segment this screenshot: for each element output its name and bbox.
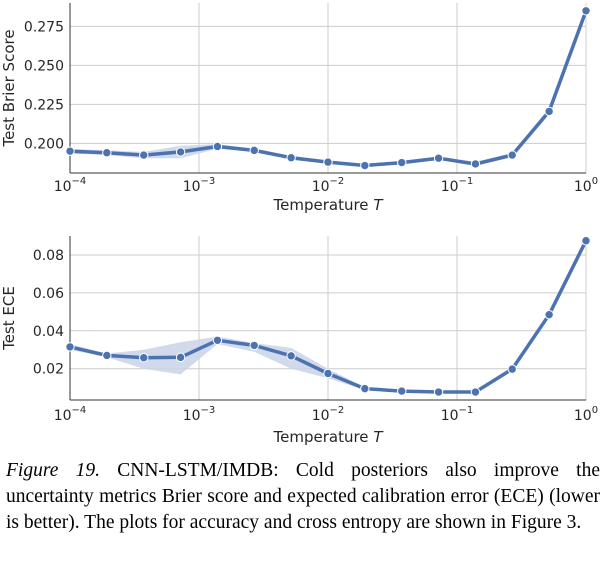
data-point [249,145,259,156]
y-axis-label: Test Brier Score [0,29,18,147]
x-tick-label: 10−4 [54,405,87,424]
data-point [507,364,517,374]
caption-text: CNN-LSTM/IMDB: Cold posteriors also impr… [6,460,600,533]
y-tick-label: 0.275 [24,19,64,35]
data-point [102,148,112,158]
y-axis-label: Test ECE [0,286,18,351]
data-point [544,309,554,320]
data-point [470,387,481,397]
y-tick-label: 0.250 [24,58,64,74]
confidence-band [70,9,586,167]
data-point [286,351,296,361]
x-tick-label: 10−2 [312,176,345,195]
figure-charts: 10−4 10−3 10−2 10−1 100 0.200 0.225 0.250 0.275 T… [0,3,598,446]
data-point [581,236,591,246]
y-tick-label: 0.200 [24,136,64,152]
y-tick-label: 0.225 [24,97,64,113]
data-point [175,147,186,157]
x-axis-label: Temperature T [273,428,385,446]
data-point [286,153,296,163]
y-tick-label: 0.08 [33,248,64,264]
data-point [65,342,75,352]
data-point [360,160,370,171]
x-tick-label: 10−3 [183,405,216,424]
data-point [544,106,554,117]
data-point [360,383,370,394]
data-point [323,157,333,167]
figure-caption: Figure 19. CNN-LSTM/IMDB: Cold posterior… [6,458,600,536]
x-tick-label: 100 [574,176,598,195]
x-tick-label: 10−1 [441,405,474,424]
x-tick-label: 10−1 [441,176,474,195]
data-point [175,352,186,363]
y-tick-label: 0.02 [33,362,64,378]
data-point [102,350,112,361]
data-point [323,368,333,379]
data-point [581,6,591,16]
x-tick-label: 100 [574,405,598,424]
data-point [397,157,407,168]
x-tick-label: 10−4 [54,176,87,195]
data-point [139,353,149,363]
data-point [470,159,481,169]
chart-panel-2: 10−4 10−3 10−2 10−1 100 0.02 0.04 0.06 0.08 Tempe… [0,236,598,446]
data-point [139,150,149,160]
x-tick-label: 10−2 [312,405,345,424]
data-point [433,153,444,163]
data-point [507,150,517,160]
data-point [433,387,444,397]
data-point [65,146,75,156]
data-point [212,335,223,345]
data-point [249,340,259,351]
chart-panel-1: 10−4 10−3 10−2 10−1 100 0.200 0.225 0.250 0.275 T… [0,3,598,214]
y-tick-label: 0.04 [33,324,64,340]
x-axis-label: Temperature T [273,196,385,214]
x-tick-label: 10−3 [183,176,216,195]
data-point [397,386,407,396]
y-tick-label: 0.06 [33,286,64,302]
confidence-band [70,238,586,394]
data-point [212,141,223,152]
caption-figure-label: Figure 19. [6,460,100,481]
